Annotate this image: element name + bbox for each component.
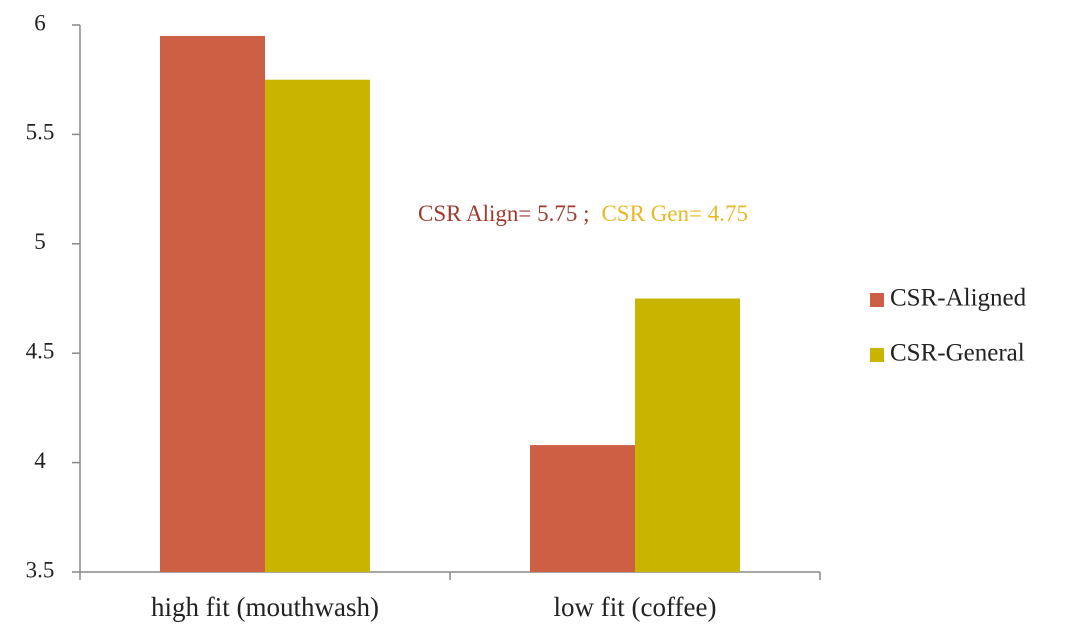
x-tick-label: low fit (coffee) xyxy=(554,592,717,622)
bar xyxy=(530,445,635,572)
legend-swatch xyxy=(870,293,884,307)
y-tick-label: 4 xyxy=(34,448,46,473)
legend-label: CSR-Aligned xyxy=(890,285,1027,312)
x-tick-label: high fit (mouthwash) xyxy=(151,592,379,622)
y-tick-label: 4.5 xyxy=(26,338,55,363)
legend-label: CSR-General xyxy=(890,340,1025,367)
annotation-text: CSR Gen= 4.75 xyxy=(601,201,748,226)
annotation: CSR Align= 5.75 ; CSR Gen= 4.75 xyxy=(418,201,748,226)
bar xyxy=(160,35,265,572)
y-tick-label: 6 xyxy=(34,10,46,35)
bar xyxy=(635,298,740,572)
annotation-text: CSR Align= 5.75 ; xyxy=(418,201,589,226)
y-tick-label: 5.5 xyxy=(26,120,55,145)
legend-swatch xyxy=(870,348,884,362)
y-tick-label: 3.5 xyxy=(26,557,55,582)
y-tick-label: 5 xyxy=(34,229,46,254)
bar xyxy=(265,79,370,572)
